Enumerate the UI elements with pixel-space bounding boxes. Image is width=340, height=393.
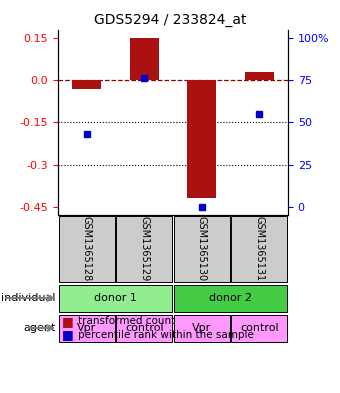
Text: donor 1: donor 1: [94, 293, 137, 303]
Text: GSM1365129: GSM1365129: [139, 217, 149, 282]
Text: GSM1365128: GSM1365128: [82, 217, 92, 282]
FancyBboxPatch shape: [59, 285, 172, 312]
FancyBboxPatch shape: [231, 217, 287, 282]
Text: agent: agent: [23, 323, 56, 333]
FancyBboxPatch shape: [174, 285, 287, 312]
Text: GSM1365131: GSM1365131: [254, 217, 264, 281]
Text: control: control: [240, 323, 278, 333]
FancyBboxPatch shape: [231, 314, 287, 342]
Text: individual: individual: [1, 293, 56, 303]
Text: GDS5294 / 233824_at: GDS5294 / 233824_at: [94, 13, 246, 27]
Bar: [245, 72, 274, 81]
Bar: [130, 39, 159, 81]
Text: donor 2: donor 2: [209, 293, 252, 303]
Text: Vpr: Vpr: [192, 323, 211, 333]
FancyBboxPatch shape: [116, 217, 172, 282]
Text: ■: ■: [62, 315, 73, 328]
FancyBboxPatch shape: [59, 217, 115, 282]
FancyBboxPatch shape: [174, 314, 230, 342]
Text: transformed count: transformed count: [79, 316, 176, 327]
FancyBboxPatch shape: [174, 217, 230, 282]
Text: ■: ■: [62, 328, 73, 341]
FancyBboxPatch shape: [116, 314, 172, 342]
Bar: [187, 81, 216, 198]
Text: GSM1365130: GSM1365130: [197, 217, 207, 281]
Text: Vpr: Vpr: [77, 323, 96, 333]
Text: percentile rank within the sample: percentile rank within the sample: [79, 330, 254, 340]
Bar: [72, 81, 101, 89]
FancyBboxPatch shape: [59, 314, 115, 342]
Text: control: control: [125, 323, 164, 333]
